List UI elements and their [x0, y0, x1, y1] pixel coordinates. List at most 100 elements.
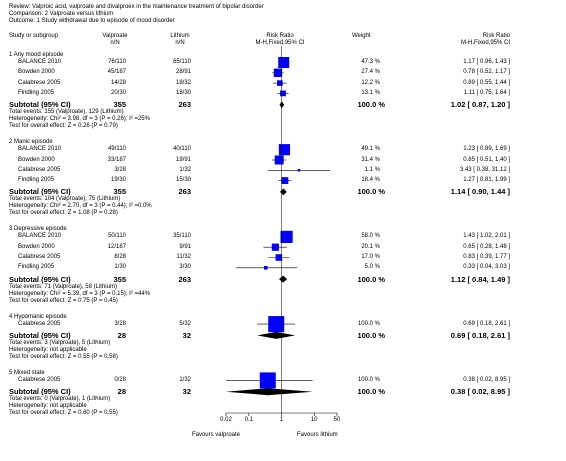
x-tick-label: 50: [333, 417, 341, 423]
subtotal-weight: 100.0 %: [357, 274, 385, 284]
x-tick-label: 1: [279, 417, 284, 423]
subgroup-note: Test for overall effect: Z = 0.55 (P = 0…: [9, 353, 118, 360]
col-rr-method: M-H,Fixed,95% CI: [255, 40, 305, 46]
x-tick-label: 0.02: [220, 417, 232, 423]
favours-right-label: Favours lithium: [297, 432, 338, 438]
study-weight: 49.1 %: [361, 146, 380, 153]
subgroup-note: Total events: 0 (Valproate), 1 (Lithium): [9, 396, 111, 403]
study-weight: 58.0 %: [361, 233, 380, 240]
study-ctrl-events: 65/110: [173, 59, 191, 65]
subgroup-note: Total events: 104 (Valproate), 75 (Lithi…: [9, 196, 121, 203]
study-weight: 20.1 %: [361, 243, 380, 250]
study-point-square: [281, 177, 289, 185]
study-point-square: [280, 90, 286, 97]
x-tick-label: 0.1: [244, 417, 253, 423]
study-point-square: [263, 266, 268, 270]
subtotal-ctrl-total: 263: [178, 100, 191, 110]
study-name: BALANCE 2010: [18, 146, 62, 153]
review-title: Review: Valproic acid, valproate and div…: [9, 4, 264, 10]
study-exp-events: 1/30: [114, 264, 126, 271]
study-ci-text: 1.27 [ 0.81, 1.99 ]: [463, 177, 510, 184]
study-exp-events: 3/28: [114, 320, 126, 327]
study-point-square: [278, 144, 291, 156]
col-exp-unit: n/N: [110, 40, 120, 46]
study-weight: 100.0 %: [357, 320, 380, 327]
subgroup-note: Heterogeneity: Chi² = 2.70, df = 3 (P = …: [9, 203, 152, 210]
study-exp-events: 0/28: [114, 376, 126, 383]
study-ci-text: 0.85 [ 0.51, 1.40 ]: [463, 156, 510, 163]
subgroup-title: 4 Hypomanic episode: [9, 313, 67, 320]
subgroup-title: 1 Any mood episode: [9, 52, 64, 58]
col-rr2-method: M-H,Fixed,95% CI: [460, 40, 510, 46]
subtotal-weight: 100.0 %: [357, 387, 385, 397]
subgroup-note: Heterogeneity: Chi² = 3.98, df = 3 (P = …: [9, 116, 150, 123]
study-ci-text: 0.38 [ 0.02, 8.95 ]: [463, 376, 510, 383]
study-ctrl-events: 35/110: [173, 233, 191, 240]
subtotal-ctrl-total: 263: [178, 274, 191, 284]
study-weight: 13.1 %: [361, 89, 380, 96]
subtotal-label: Subtotal (95% CI): [9, 387, 71, 397]
study-ci-text: 3.43 [ 0.38, 31.12 ]: [459, 166, 510, 173]
study-name: Calabrese 2005: [18, 376, 61, 383]
favours-left-label: Favours valproate: [191, 432, 240, 438]
subgroup-note: Heterogeneity: Chi² = 5.39, df = 3 (P = …: [9, 290, 150, 297]
subtotal-diamond: [257, 331, 296, 339]
study-point-square: [280, 230, 293, 243]
study-ci-text: 0.89 [ 0.55, 1.44 ]: [463, 79, 510, 86]
outcome-title: Outcome: 1 Study withdrawal due to episo…: [9, 18, 175, 24]
subtotal-ci-text: 1.02 [ 0.87, 1.20 ]: [450, 100, 510, 110]
study-ctrl-events: 15/30: [175, 177, 191, 184]
subgroup-title: 5 Mixed state: [9, 369, 45, 376]
study-weight: 47.3 %: [361, 59, 380, 65]
study-name: Calabrese 2005: [18, 320, 61, 327]
study-ci-text: 0.83 [ 0.39, 1.77 ]: [463, 254, 510, 260]
subtotal-ctrl-total: 32: [182, 330, 191, 340]
study-name: Findling 2005: [18, 177, 55, 184]
study-name: Calabrese 2005: [18, 79, 61, 86]
study-weight: 5.0 %: [364, 264, 380, 271]
study-weight: 100.0 %: [357, 376, 380, 383]
study-exp-events: 19/30: [110, 177, 126, 184]
subgroup-title: 3 Depressive episode: [9, 226, 67, 233]
study-weight: 27.4 %: [361, 69, 380, 76]
study-weight: 17.0 %: [361, 254, 380, 260]
col-ctrl-header: Lithium: [170, 33, 190, 39]
study-name: Bowden 2000: [18, 243, 55, 250]
subtotal-weight: 100.0 %: [357, 330, 385, 340]
study-name: Bowden 2000: [18, 156, 55, 163]
subgroup-note: Test for overall effect: Z = 0.26 (P = 0…: [9, 123, 118, 130]
study-name: Findling 2005: [18, 264, 55, 271]
study-ctrl-events: 40/110: [173, 146, 191, 153]
study-point-square: [275, 254, 283, 261]
col-study-header: Study or subgroup: [9, 33, 59, 39]
study-exp-events: 45/187: [107, 69, 126, 76]
study-name: Calabrese 2005: [18, 166, 61, 173]
subtotal-weight: 100.0 %: [357, 100, 385, 110]
subtotal-ctrl-total: 32: [182, 387, 191, 397]
study-exp-events: 3/28: [114, 166, 126, 173]
study-point-square: [297, 169, 301, 172]
col-ctrl-unit: n/N: [175, 40, 185, 46]
subtotal-exp-total: 28: [117, 387, 126, 397]
study-name: Findling 2005: [18, 89, 55, 96]
study-ctrl-events: 3/30: [179, 264, 191, 271]
study-ctrl-events: 5/32: [179, 320, 191, 327]
study-ci-text: 0.65 [ 0.28, 1.48 ]: [463, 243, 510, 250]
subtotal-ci-text: 0.38 [ 0.02, 8.95 ]: [450, 387, 510, 397]
study-ci-text: 1.23 [ 0.89, 1.69 ]: [463, 146, 510, 153]
subtotal-weight: 100.0 %: [357, 187, 385, 197]
study-exp-events: 33/187: [107, 156, 126, 163]
study-point-square: [277, 80, 283, 86]
study-ctrl-events: 1/32: [179, 376, 191, 383]
study-exp-events: 12/187: [107, 243, 126, 250]
study-ci-text: 0.78 [ 0.52, 1.17 ]: [463, 69, 510, 76]
subgroup-title: 2 Manic episode: [9, 139, 53, 146]
subtotal-label: Subtotal (95% CI): [9, 274, 71, 284]
study-ci-text: 1.17 [ 0.96, 1.43 ]: [463, 59, 510, 65]
study-ctrl-events: 11/32: [176, 254, 191, 260]
subgroup-note: Heterogeneity: not applicable: [9, 346, 87, 353]
subtotal-label: Subtotal (95% CI): [9, 100, 71, 110]
subgroup-note: Heterogeneity: not applicable: [9, 403, 87, 410]
study-name: Calabrese 2005: [18, 254, 61, 260]
